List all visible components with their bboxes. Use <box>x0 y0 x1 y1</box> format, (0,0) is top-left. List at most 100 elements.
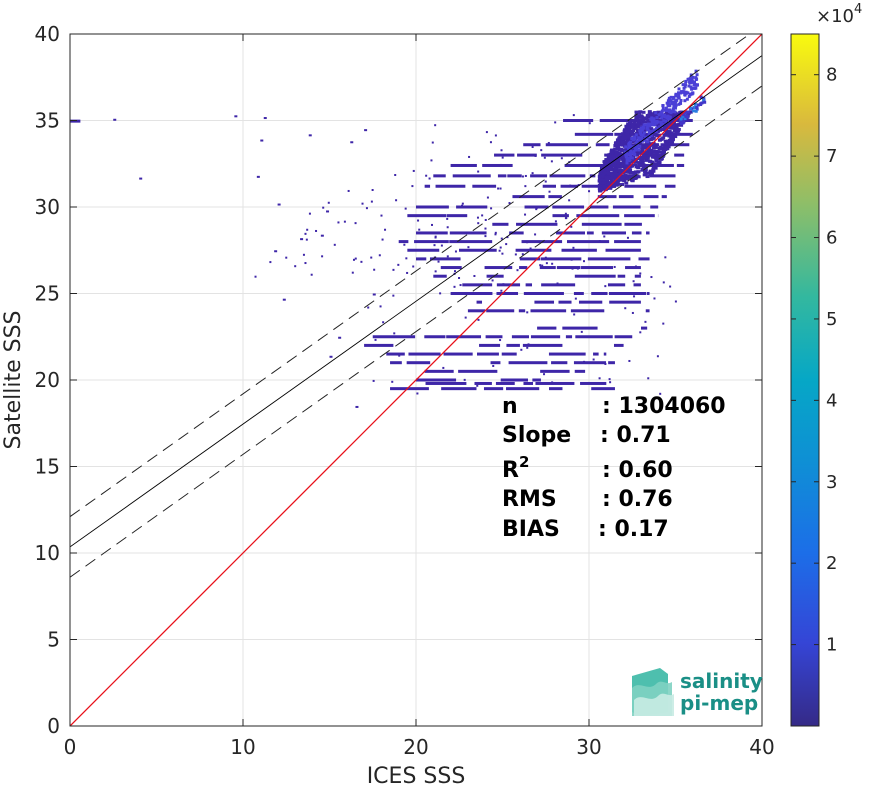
density-streak <box>541 283 576 287</box>
x-tick-label: 10 <box>230 735 255 759</box>
density-cell-high <box>650 130 654 134</box>
density-streak <box>641 326 648 330</box>
density-cell-high <box>671 96 675 100</box>
density-point <box>500 289 503 292</box>
density-cell <box>613 169 618 173</box>
density-cell-high <box>653 128 657 132</box>
density-cell-high <box>691 91 695 95</box>
density-point <box>329 355 333 358</box>
density-cell <box>646 171 651 175</box>
density-cell <box>621 140 626 144</box>
density-point <box>364 129 368 132</box>
density-cell-high <box>665 109 669 113</box>
density-cell-high <box>677 102 681 106</box>
density-point <box>446 217 449 220</box>
density-cell-peak <box>700 101 704 105</box>
colorbar-tick-label: 5 <box>826 309 837 330</box>
density-cell <box>649 153 654 157</box>
density-point <box>653 297 656 300</box>
density-cell <box>627 128 632 132</box>
density-cell-high <box>682 86 686 90</box>
density-cell-high <box>654 129 658 133</box>
density-cell <box>600 181 605 185</box>
density-streak <box>633 283 641 287</box>
density-cell-high <box>687 95 691 99</box>
density-streak <box>519 257 541 261</box>
density-cell <box>643 170 648 174</box>
density-cell-high <box>668 109 672 113</box>
density-streak <box>506 387 540 391</box>
density-streak <box>390 361 402 365</box>
density-cell <box>625 132 630 136</box>
density-point <box>574 297 577 300</box>
density-cell <box>599 185 604 189</box>
density-cell <box>644 151 649 155</box>
density-streak <box>483 387 504 391</box>
density-cell <box>625 166 630 170</box>
density-cell <box>661 151 666 155</box>
density-cell <box>626 135 631 139</box>
density-cell-high <box>682 90 686 94</box>
density-cell <box>626 161 631 165</box>
density-point <box>417 219 420 222</box>
density-cell <box>607 156 612 160</box>
density-point <box>624 307 627 310</box>
density-point <box>499 339 502 342</box>
density-point <box>539 264 542 267</box>
density-cell-high <box>660 116 664 120</box>
density-streak <box>556 231 586 235</box>
density-cell <box>652 162 657 166</box>
density-cell-high <box>646 122 650 126</box>
density-streak <box>566 240 610 244</box>
density-point <box>484 227 487 230</box>
density-cell-high <box>672 104 676 108</box>
density-cell-high <box>626 158 630 162</box>
density-cell <box>613 147 618 151</box>
density-cell-high <box>637 136 641 140</box>
density-cell <box>613 144 618 148</box>
stat-label-superscript: 2 <box>519 453 529 471</box>
density-cell <box>643 171 648 175</box>
density-cell <box>610 171 615 175</box>
density-streak <box>586 231 594 235</box>
density-cell-high <box>641 139 645 143</box>
density-cell-high <box>671 100 675 104</box>
density-point <box>650 276 653 279</box>
density-cell <box>602 160 607 164</box>
density-point <box>454 270 457 273</box>
density-cell-high <box>649 133 653 137</box>
density-point <box>382 321 385 324</box>
density-cell <box>674 115 679 119</box>
density-cell <box>627 133 632 137</box>
density-cell <box>633 176 638 180</box>
density-point <box>570 258 573 261</box>
density-streak <box>591 292 608 295</box>
density-cell-high <box>637 138 641 142</box>
reference-lines <box>70 34 762 726</box>
density-point <box>269 261 272 264</box>
density-cell-high <box>639 133 643 137</box>
density-point <box>570 225 573 228</box>
density-streak <box>540 369 570 373</box>
density-cell-high <box>695 83 699 87</box>
density-cell-high <box>694 69 698 73</box>
density-point <box>431 223 434 226</box>
density-point <box>234 115 238 118</box>
density-point <box>569 184 572 187</box>
y-tick-label: 25 <box>35 282 60 306</box>
density-streak <box>517 153 537 157</box>
density-point <box>551 381 554 384</box>
density-streak <box>570 309 605 313</box>
density-point <box>548 190 551 193</box>
density-point <box>378 254 381 257</box>
density-point <box>327 201 330 204</box>
density-point <box>477 170 480 173</box>
density-cell <box>645 114 650 118</box>
density-cell-high <box>632 149 636 153</box>
density-streak <box>501 352 517 356</box>
density-cell-high <box>642 138 646 142</box>
density-streak <box>581 184 602 188</box>
density-point <box>521 253 524 256</box>
density-cell-high <box>645 126 649 130</box>
